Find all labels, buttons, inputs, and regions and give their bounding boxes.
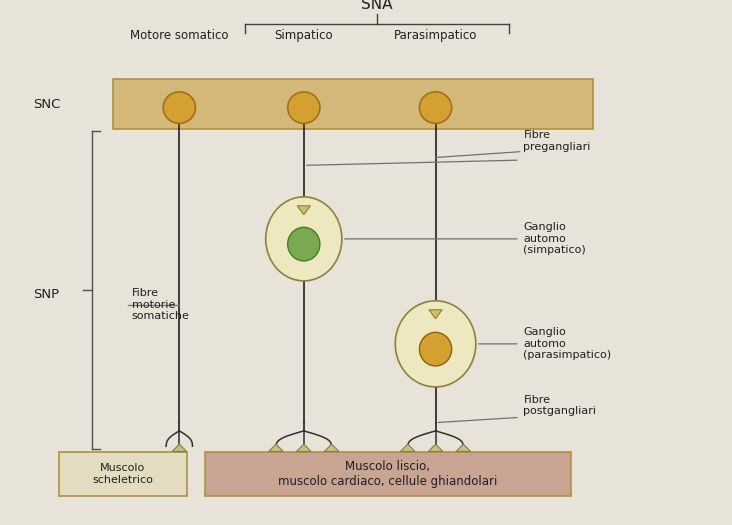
Ellipse shape xyxy=(163,92,195,123)
Bar xyxy=(59,452,187,496)
Polygon shape xyxy=(400,444,415,452)
Polygon shape xyxy=(297,206,310,215)
Ellipse shape xyxy=(419,332,452,366)
Text: Ganglio
automo
(simpatico): Ganglio automo (simpatico) xyxy=(523,222,586,256)
Ellipse shape xyxy=(395,301,476,387)
Ellipse shape xyxy=(288,92,320,123)
Text: Muscolo
scheletrico: Muscolo scheletrico xyxy=(92,463,153,485)
Polygon shape xyxy=(269,444,283,452)
Polygon shape xyxy=(172,444,187,452)
Text: Motore somatico: Motore somatico xyxy=(130,29,228,42)
Bar xyxy=(205,452,571,496)
Polygon shape xyxy=(324,444,339,452)
Polygon shape xyxy=(456,444,471,452)
Polygon shape xyxy=(429,310,442,319)
Polygon shape xyxy=(428,444,443,452)
Text: Fibre
motorie
somatiche: Fibre motorie somatiche xyxy=(132,288,190,321)
Ellipse shape xyxy=(266,197,342,281)
Text: Muscolo liscio,
muscolo cardiaco, cellule ghiandolari: Muscolo liscio, muscolo cardiaco, cellul… xyxy=(278,460,498,488)
Text: SNA: SNA xyxy=(361,0,393,12)
Ellipse shape xyxy=(288,227,320,261)
Polygon shape xyxy=(296,444,311,452)
Text: Fibre
pregangliari: Fibre pregangliari xyxy=(523,130,591,152)
Text: Ganglio
automo
(parasimpatico): Ganglio automo (parasimpatico) xyxy=(523,327,611,361)
Ellipse shape xyxy=(419,92,452,123)
Text: SNC: SNC xyxy=(33,99,60,111)
Text: SNP: SNP xyxy=(33,288,59,300)
Text: Simpatico: Simpatico xyxy=(274,29,333,42)
Text: Parasimpatico: Parasimpatico xyxy=(394,29,477,42)
Text: Fibre
postgangliari: Fibre postgangliari xyxy=(523,395,597,416)
Bar xyxy=(113,79,593,129)
